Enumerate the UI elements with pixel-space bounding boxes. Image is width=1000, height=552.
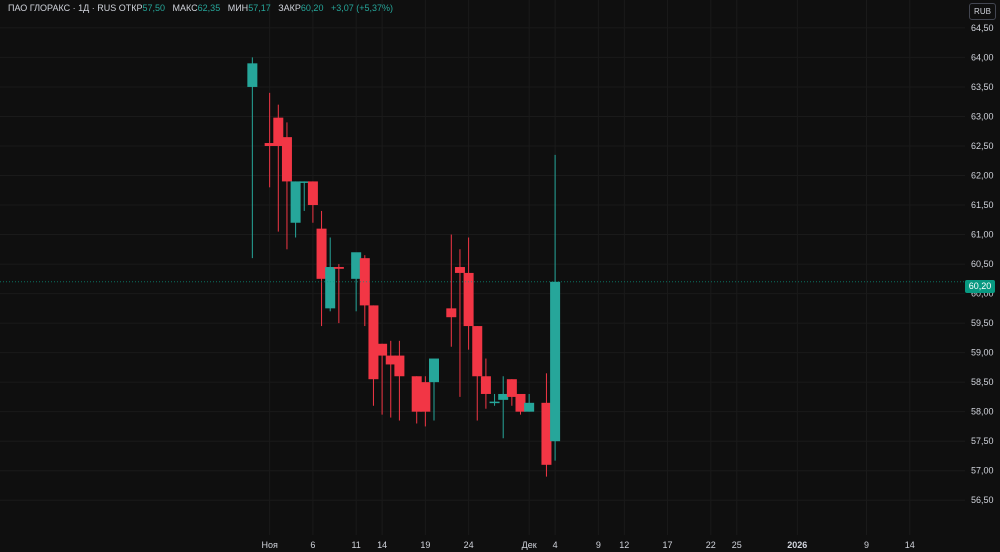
candle-body bbox=[264, 143, 275, 146]
x-tick-label: 14 bbox=[905, 540, 915, 550]
candle-body bbox=[377, 343, 388, 356]
high-label: МАКС bbox=[172, 3, 198, 13]
symbol-title: ПАО ГЛОРАКС · 1Д · RUS bbox=[8, 3, 117, 13]
candle-body bbox=[472, 326, 483, 377]
y-tick-label: 64,00 bbox=[971, 52, 994, 62]
currency-button[interactable]: RUB bbox=[969, 3, 996, 20]
candle-body bbox=[316, 228, 327, 279]
x-tick-label: 6 bbox=[310, 540, 315, 550]
x-tick-label: 14 bbox=[377, 540, 387, 550]
x-tick-label: 25 bbox=[732, 540, 742, 550]
y-tick-label: 61,00 bbox=[971, 230, 994, 240]
candle-body bbox=[489, 401, 500, 404]
low-value: 57,17 bbox=[248, 3, 271, 13]
y-tick-label: 63,00 bbox=[971, 111, 994, 121]
last-price-tag: 60,20 bbox=[965, 280, 995, 293]
candle-body bbox=[541, 402, 552, 465]
open-label: ОТКР bbox=[118, 3, 143, 13]
candle-body bbox=[550, 281, 561, 442]
low-label: МИН bbox=[227, 3, 249, 13]
candle-body bbox=[446, 308, 457, 318]
candle-body bbox=[480, 376, 491, 394]
candle-body bbox=[385, 355, 396, 365]
open-value: 57,50 bbox=[142, 3, 165, 13]
y-tick-label: 59,00 bbox=[971, 348, 994, 358]
candle-body bbox=[515, 393, 526, 412]
y-tick-label: 58,00 bbox=[971, 407, 994, 417]
x-tick-label: 9 bbox=[596, 540, 601, 550]
candle-body bbox=[307, 181, 318, 206]
candle-body bbox=[411, 376, 422, 412]
y-tick-label: 63,50 bbox=[971, 82, 994, 92]
y-tick-label: 62,50 bbox=[971, 141, 994, 151]
candle-body bbox=[290, 181, 301, 223]
x-tick-label: 12 bbox=[619, 540, 629, 550]
change-value: +3,07 (+5,37%) bbox=[330, 3, 394, 13]
x-tick-label: Ноя bbox=[261, 540, 278, 550]
candle-body bbox=[394, 355, 405, 377]
x-tick-label: 17 bbox=[663, 540, 673, 550]
x-tick-label: 24 bbox=[464, 540, 474, 550]
candle-body bbox=[273, 117, 284, 146]
close-label: ЗАКР bbox=[278, 3, 301, 13]
candle-body bbox=[299, 181, 310, 183]
y-tick-label: 61,50 bbox=[971, 200, 994, 210]
y-tick-label: 57,50 bbox=[971, 436, 994, 446]
candle-body bbox=[247, 63, 258, 87]
candle-body bbox=[506, 379, 517, 397]
y-tick-label: 64,50 bbox=[971, 23, 994, 33]
x-tick-label: 4 bbox=[553, 540, 558, 550]
candle-body bbox=[325, 267, 336, 309]
x-tick-label: 9 bbox=[864, 540, 869, 550]
candle-body bbox=[498, 393, 509, 400]
high-value: 62,35 bbox=[197, 3, 221, 13]
y-tick-label: 59,50 bbox=[971, 318, 994, 328]
candle-body bbox=[281, 137, 292, 182]
candle-body bbox=[351, 252, 362, 279]
symbol-header: ПАО ГЛОРАКС · 1Д · RUS ОТКР57,50 МАКС62,… bbox=[8, 3, 398, 13]
y-tick-label: 57,00 bbox=[971, 466, 994, 476]
x-tick-label: 19 bbox=[420, 540, 430, 550]
y-tick-label: 62,00 bbox=[971, 171, 994, 181]
y-tick-label: 58,50 bbox=[971, 377, 994, 387]
y-tick-label: 56,50 bbox=[971, 495, 994, 505]
candle-body bbox=[333, 267, 344, 269]
close-value: 60,20 bbox=[300, 3, 324, 13]
candle-body bbox=[463, 272, 474, 327]
candle-body bbox=[454, 267, 465, 273]
x-tick-label: 2026 bbox=[787, 540, 807, 550]
candle-body bbox=[359, 258, 370, 306]
x-tick-label: 11 bbox=[351, 540, 360, 550]
x-tick-label: 22 bbox=[706, 540, 716, 550]
candle-body bbox=[368, 305, 379, 380]
x-tick-label: Дек bbox=[522, 540, 537, 550]
candle-body bbox=[420, 382, 431, 412]
y-tick-label: 60,50 bbox=[971, 259, 994, 269]
y-tick-label: 60,00 bbox=[971, 289, 994, 299]
candle-body bbox=[429, 358, 439, 383]
candle-body bbox=[524, 402, 535, 412]
